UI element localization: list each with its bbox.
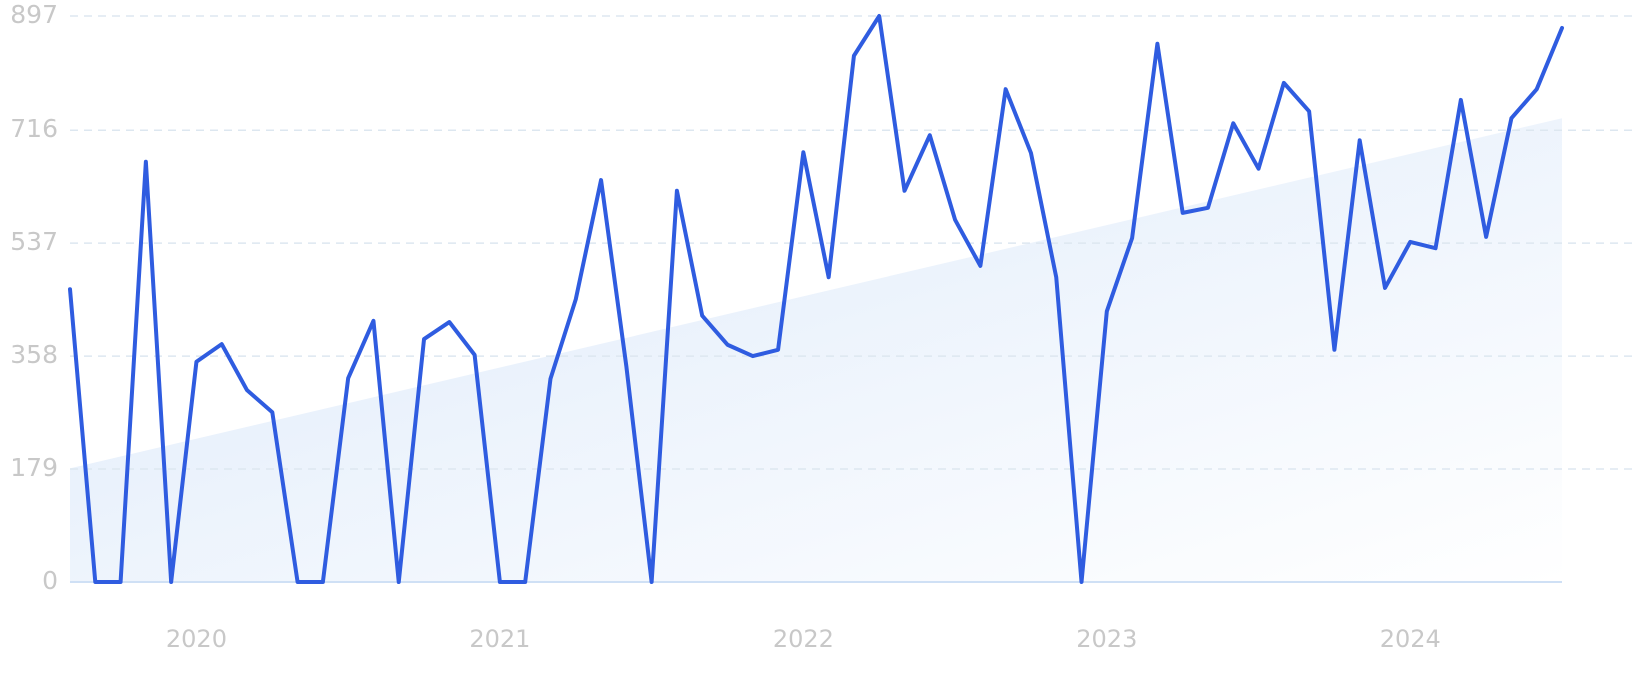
trend-area: [70, 118, 1562, 582]
y-tick-label: 358: [10, 340, 58, 369]
x-tick-label: 2020: [166, 625, 227, 653]
y-tick-label: 897: [10, 0, 58, 29]
y-tick-label: 0: [42, 566, 58, 595]
y-tick-label: 179: [10, 453, 58, 482]
x-tick-label: 2021: [469, 625, 530, 653]
y-tick-label: 537: [10, 227, 58, 256]
y-tick-label: 716: [10, 114, 58, 143]
x-tick-label: 2024: [1380, 625, 1441, 653]
x-tick-label: 2023: [1076, 625, 1137, 653]
data-line: [68, 14, 1564, 584]
x-tick-label: 2022: [773, 625, 834, 653]
